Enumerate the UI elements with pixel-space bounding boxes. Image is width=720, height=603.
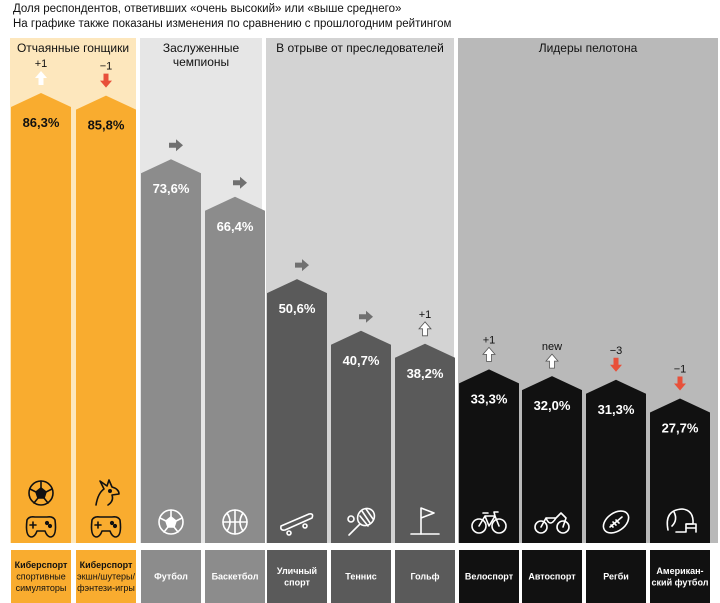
- category-label: Баскетбол: [212, 572, 259, 582]
- group-title: Заслуженные чемпионы: [163, 41, 240, 69]
- rugby-ball-icon: [602, 510, 630, 534]
- skateboard-icon: [280, 513, 314, 536]
- category-label: Американ-ский футбол: [652, 566, 709, 588]
- motorcycle-icon: [534, 512, 570, 534]
- category-label: Киберспорт спортивные симуляторы: [15, 560, 68, 593]
- bar-value-label: 86,3%: [23, 115, 60, 130]
- change-label: −1: [674, 364, 687, 376]
- category-label: Киберспорт экшн/шутеры/фэнтези-игры: [77, 560, 135, 593]
- bar-value-label: 31,3%: [598, 402, 635, 417]
- chart-area: Отчаянные гонщики Заслуженные чемпионы В от…: [0, 38, 720, 603]
- arrow-up-icon: [482, 346, 496, 362]
- bar: [11, 93, 71, 543]
- subtitle-line-2: На графике также показаны изменения по с…: [13, 18, 452, 30]
- bar: [459, 369, 519, 543]
- change-label: new: [542, 341, 562, 353]
- category-label-box: [11, 550, 71, 603]
- bar-value-label: 32,0%: [534, 398, 571, 413]
- category-label: Теннис: [345, 572, 376, 582]
- category-label-box: [141, 550, 201, 603]
- bar: [395, 343, 455, 543]
- arrow-down-icon: [610, 357, 622, 372]
- football-helmet-icon: [666, 508, 697, 533]
- bar-value-label: 38,2%: [407, 366, 444, 381]
- category-label: Гольф: [410, 572, 439, 582]
- arrow-right-icon: [169, 139, 183, 152]
- bar: [267, 279, 327, 543]
- category-label: Уличный спорт: [277, 566, 317, 588]
- bicycle-icon: [471, 511, 507, 534]
- category-label-box: [586, 550, 646, 603]
- group-title: В отрыве от преследователей: [276, 41, 444, 55]
- bar-value-label: 66,4%: [217, 219, 254, 234]
- category-label: Велоспорт: [465, 572, 514, 582]
- gamepad-icon: [25, 516, 57, 538]
- category-label-box: [522, 550, 582, 603]
- change-label: −1: [100, 61, 113, 73]
- arrow-right-icon: [295, 259, 309, 272]
- bar: [141, 159, 201, 543]
- soccer-ball-icon: [158, 509, 184, 535]
- arrow-down-icon: [674, 376, 686, 391]
- bar: [522, 376, 582, 543]
- change-label: −3: [610, 345, 623, 357]
- bar: [331, 330, 391, 543]
- arrow-down-icon: [100, 73, 112, 88]
- bar-chart: Отчаянные гонщики Заслуженные чемпионы В от…: [10, 38, 718, 603]
- bar-value-label: 73,6%: [153, 181, 190, 196]
- arrow-right-icon: [233, 176, 247, 189]
- dragon-icon: [95, 479, 120, 506]
- arrow-up-icon: [35, 71, 47, 85]
- category-label: Автоспорт: [528, 572, 576, 582]
- category-label-box: [267, 550, 327, 603]
- arrow-up-icon: [545, 353, 559, 369]
- change-label: +1: [35, 58, 48, 70]
- bar-value-label: 50,6%: [279, 301, 316, 316]
- category-label: Регби: [603, 572, 629, 582]
- gamepad-icon: [90, 516, 122, 538]
- group-title: Отчаянные гонщики: [17, 41, 129, 55]
- bar-value-label: 27,7%: [662, 421, 699, 436]
- bar: [650, 398, 710, 543]
- bar: [586, 379, 646, 543]
- arrow-right-icon: [359, 310, 373, 323]
- category-label: Футбол: [154, 572, 188, 582]
- category-label-box: [650, 550, 710, 603]
- basketball-icon: [222, 509, 248, 535]
- category-label-box: [76, 550, 136, 603]
- bar-value-label: 85,8%: [88, 118, 125, 133]
- category-label-box: [459, 550, 519, 603]
- subtitle-line-1: Доля респондентов, ответивших «очень выс…: [13, 3, 402, 15]
- bar-value-label: 40,7%: [343, 353, 380, 368]
- category-label-box: [395, 550, 455, 603]
- group-title: Лидеры пелотона: [539, 41, 638, 55]
- soccer-ball-icon: [28, 480, 54, 506]
- category-label-box: [331, 550, 391, 603]
- tennis-racket-icon: [347, 507, 376, 536]
- bar-value-label: 33,3%: [471, 391, 508, 406]
- arrow-up-icon: [418, 321, 432, 337]
- bar: [76, 95, 136, 544]
- golf-flag-icon: [410, 507, 440, 535]
- category-label-box: [205, 550, 265, 603]
- bar: [205, 196, 265, 543]
- change-label: +1: [419, 309, 432, 321]
- change-label: +1: [483, 334, 496, 346]
